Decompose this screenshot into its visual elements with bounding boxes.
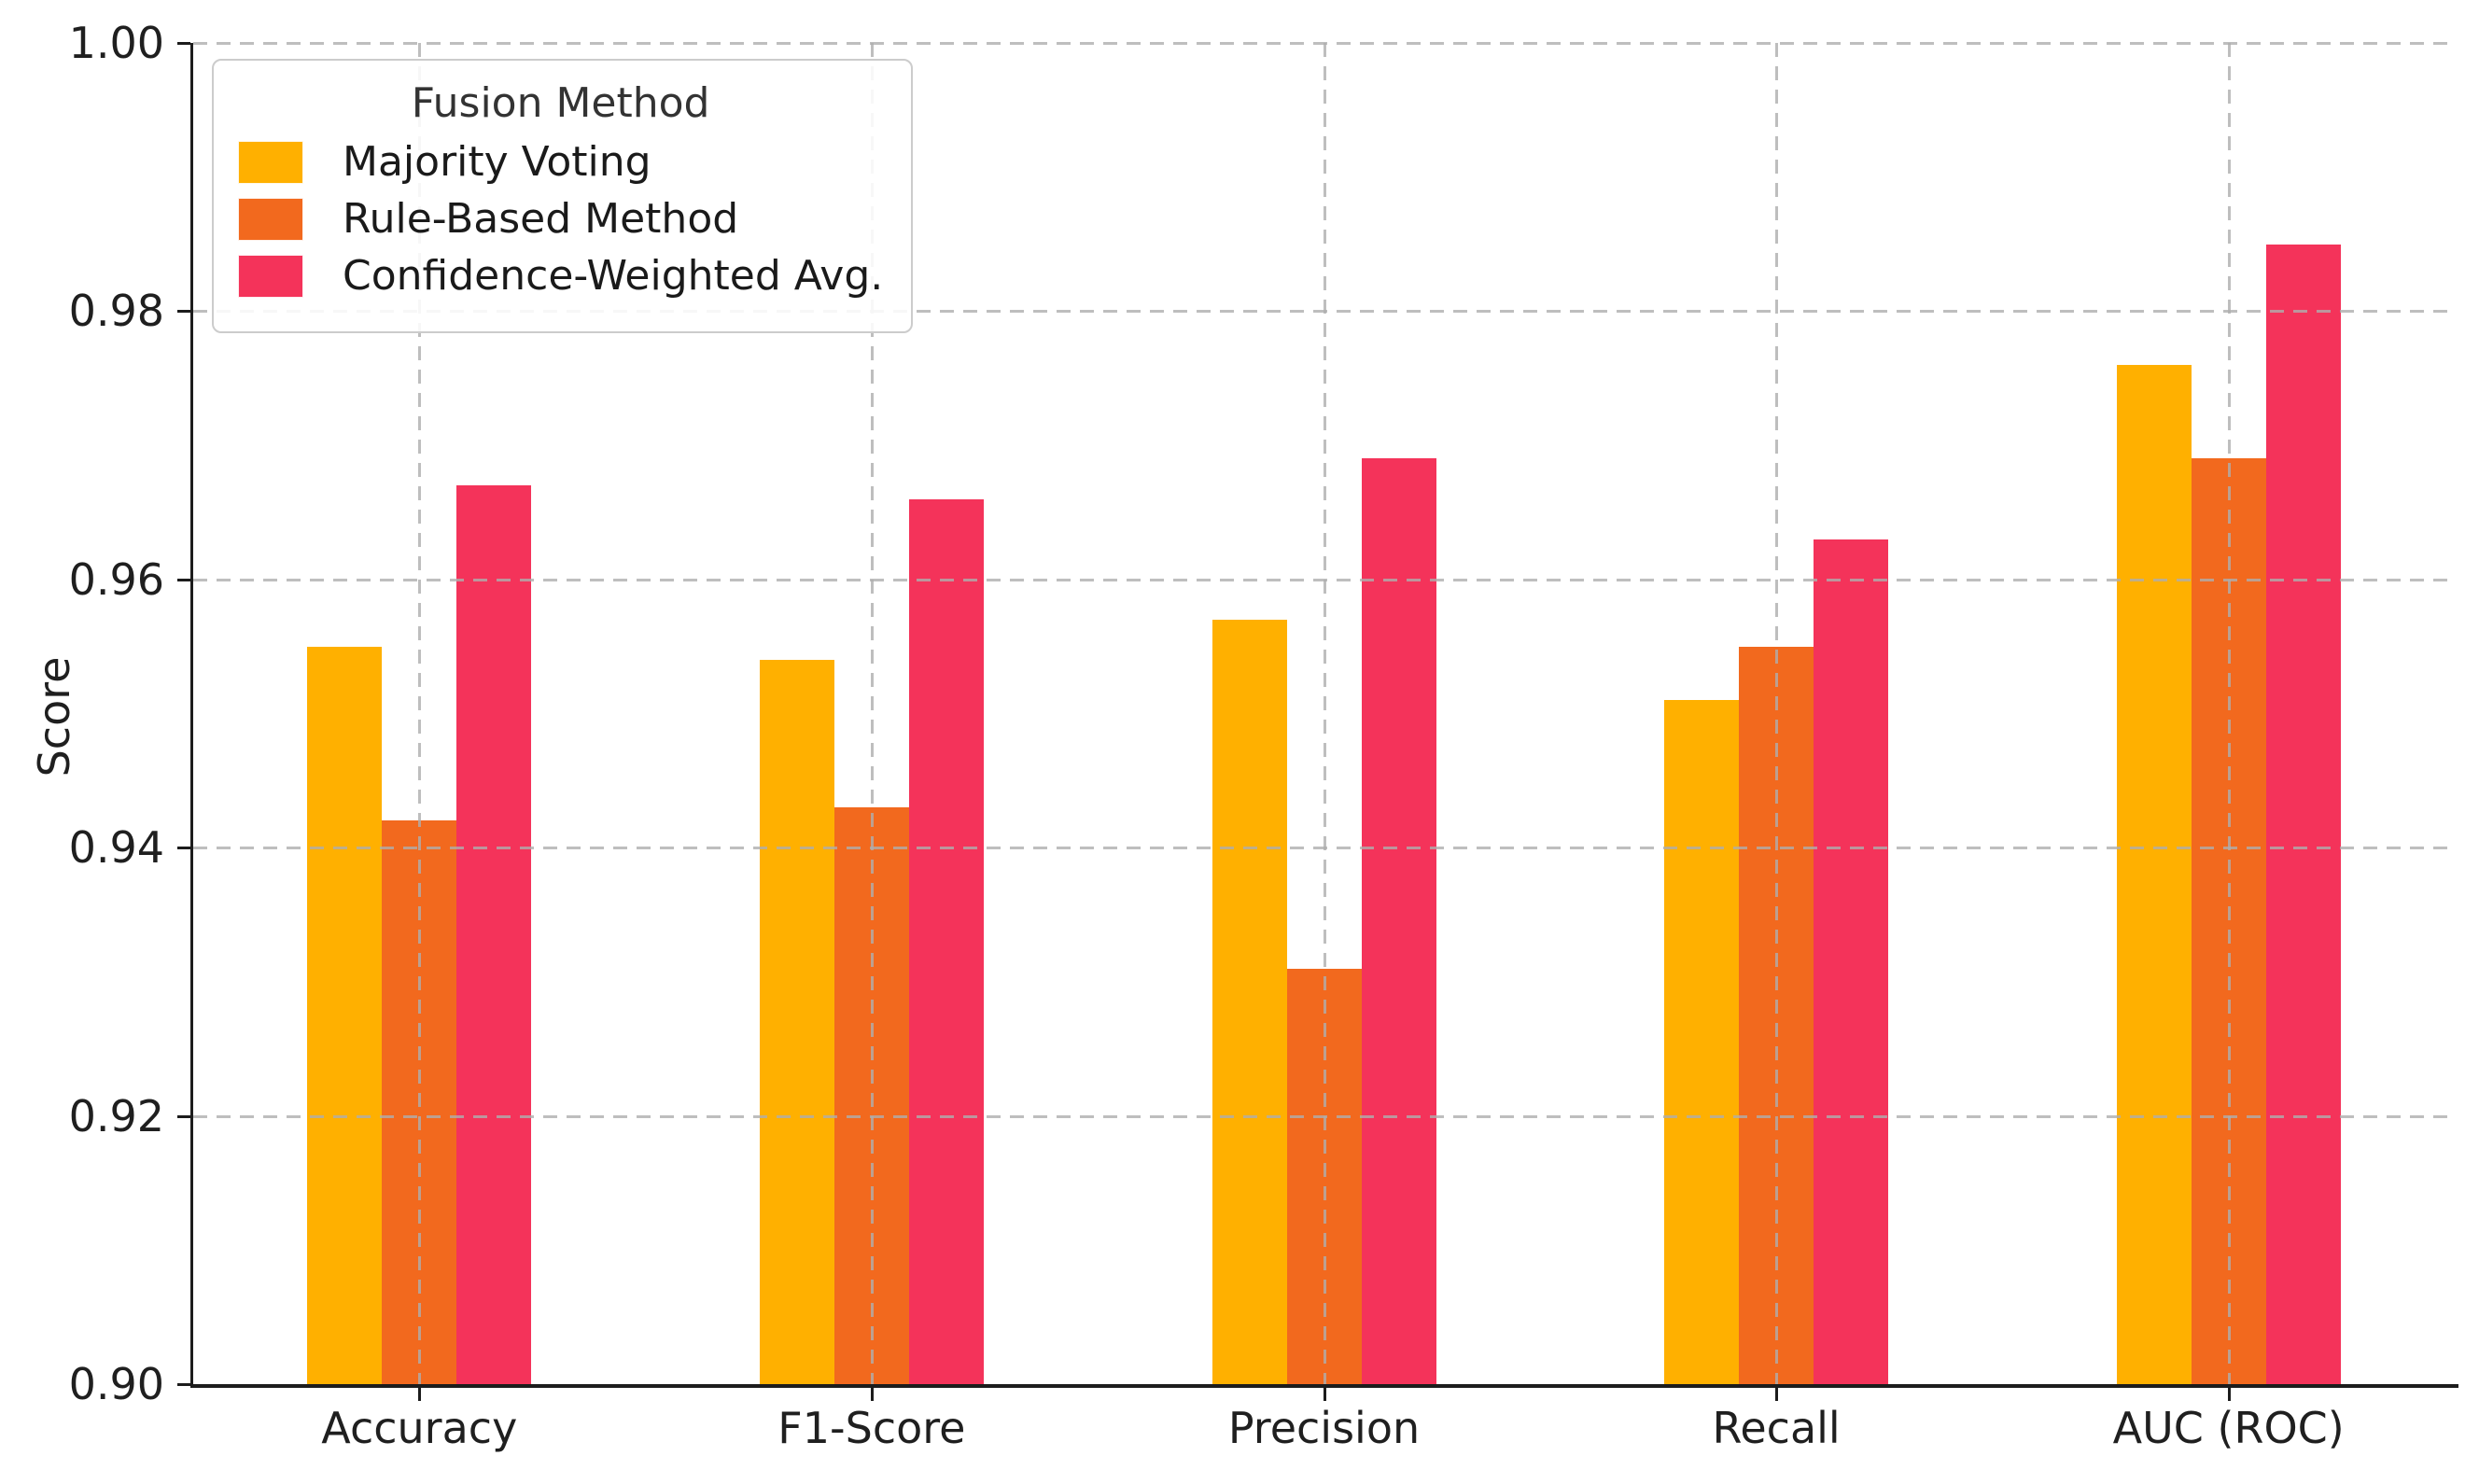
y-axis-spine [190,43,193,1387]
y-tick-mark-0.98 [177,310,190,314]
y-axis-label: Score [29,656,79,777]
x-tick-mark-f1-score [870,1388,874,1401]
y-tick-mark-1.00 [177,42,190,45]
legend: Fusion Method Majority Voting Rule-Based … [212,59,914,333]
bar-confidence-weighted-avg-f1-score [908,498,984,1384]
bar-majority-voting-auc-roc [2116,364,2192,1384]
legend-swatch-icon [238,255,303,298]
legend-title: Fusion Method [411,79,710,127]
legend-item-confidence-weighted-avg: Confidence-Weighted Avg. [238,254,883,299]
v-gridline-auc-roc [2227,43,2231,1384]
v-gridline-precision [1323,43,1326,1384]
x-tick-label-f1-score: F1-Score [777,1403,966,1453]
x-tick-mark-auc-roc [2227,1388,2231,1401]
x-tick-mark-precision [1323,1388,1326,1401]
legend-item-rule-based-method: Rule-Based Method [238,197,883,242]
x-tick-label-accuracy: Accuracy [321,1403,518,1453]
y-tick-mark-0.92 [177,1114,190,1118]
bar-majority-voting-precision [1211,619,1287,1384]
y-tick-label-1.00: 1.00 [68,18,164,68]
v-gridline-f1-score [870,43,874,1384]
y-tick-label-0.94: 0.94 [68,822,164,874]
v-gridline-recall [1775,43,1779,1384]
v-gridline-accuracy [418,43,422,1384]
legend-label: Confidence-Weighted Avg. [343,252,884,300]
x-tick-label-precision: Precision [1227,1403,1421,1453]
x-tick-mark-accuracy [418,1388,422,1401]
legend-swatch-icon [238,198,303,241]
plot-area [190,42,2458,1388]
x-axis-spine [190,1384,2458,1388]
legend-label: Rule-Based Method [343,195,739,243]
y-tick-label-0.90: 0.90 [68,1359,164,1409]
bar-confidence-weighted-avg-precision [1361,458,1436,1384]
legend-label: Majority Voting [343,138,651,186]
x-tick-label-recall: Recall [1712,1403,1841,1453]
y-tick-label-0.92: 0.92 [68,1090,164,1141]
legend-items: Majority Voting Rule-Based Method Confiden… [238,140,883,299]
y-tick-label-0.98: 0.98 [68,286,164,337]
x-tick-label-auc-roc: AUC (ROC) [2112,1403,2345,1453]
legend-swatch-icon [238,141,303,184]
y-tick-mark-0.94 [177,847,190,850]
y-tick-mark-0.90 [177,1383,190,1386]
bar-confidence-weighted-avg-recall [1814,539,1889,1384]
bar-majority-voting-f1-score [759,660,834,1384]
legend-item-majority-voting: Majority Voting [238,140,883,185]
y-tick-label-0.96: 0.96 [68,553,164,605]
x-tick-mark-recall [1775,1388,1779,1401]
bar-majority-voting-accuracy [307,646,383,1384]
bar-majority-voting-recall [1664,700,1740,1384]
bar-confidence-weighted-avg-auc-roc [2265,244,2341,1384]
bar-confidence-weighted-avg-accuracy [456,485,532,1384]
y-tick-mark-0.96 [177,578,190,581]
